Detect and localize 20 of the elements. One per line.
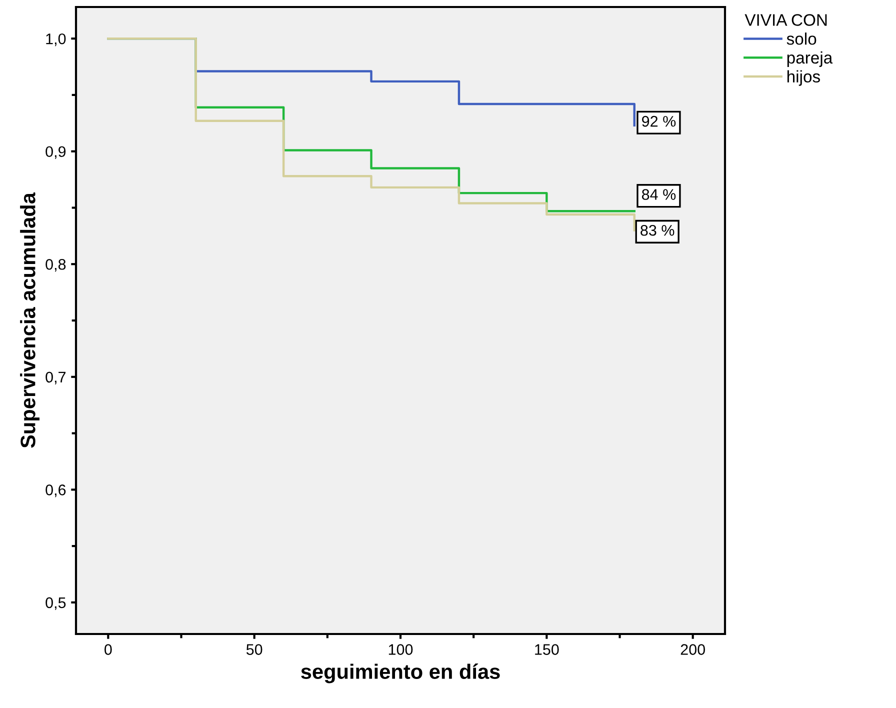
y-tick-label: 0,6 [46, 484, 66, 498]
x-tick-label: 100 [388, 644, 413, 655]
annotation: 84 % [642, 189, 676, 200]
annotation: 92 % [642, 116, 676, 127]
y-tick-label: 0,9 [46, 146, 66, 159]
y-tick-label: 0,5 [46, 597, 66, 610]
x-tick-label: 50 [246, 644, 262, 655]
x-axis-title: seguimiento en días [301, 664, 500, 684]
legend-label: pareja [787, 51, 833, 67]
y-axis-title: Supervivencia acumulada [20, 192, 40, 448]
x-tick-label: 0 [104, 644, 112, 655]
x-tick-label: 150 [535, 644, 559, 655]
legend-label: hijos [787, 70, 820, 86]
y-tick-label: 1,0 [46, 33, 66, 46]
legend-label: solo [786, 32, 816, 45]
legend-title: VIVIA CON [744, 14, 827, 26]
x-tick-label: 200 [680, 644, 705, 655]
y-tick-label: 0,8 [46, 258, 66, 272]
annotation: 83 % [640, 224, 674, 236]
y-tick-label: 0,7 [46, 372, 66, 384]
